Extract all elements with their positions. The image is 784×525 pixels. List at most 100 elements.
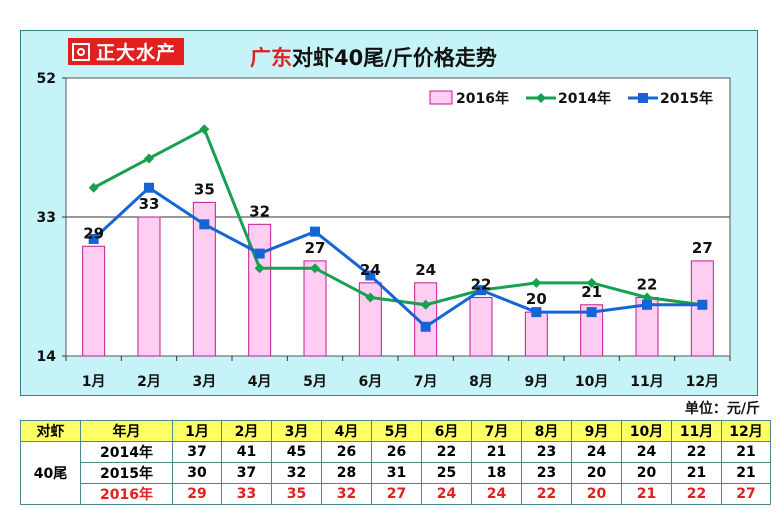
point-2014 (199, 124, 210, 135)
table-cell: 37 (172, 441, 222, 463)
table-cell: 32 (321, 483, 372, 505)
table-cell: 21 (721, 462, 771, 484)
bar-data-label: 24 (360, 261, 381, 279)
point-2015 (586, 307, 597, 318)
point-2015 (144, 182, 154, 193)
bar-2016 (82, 245, 106, 357)
table-header-row: 对虾 年月 1月 2月 3月 4月 5月 6月 7月 8月 9月 10月 11月… (20, 420, 771, 442)
table-month-header: 5月 (371, 420, 422, 442)
x-tick-label: 2月 (137, 374, 161, 390)
legend-swatch-2016 (429, 90, 453, 105)
table-cell: 45 (271, 441, 322, 463)
table-cell: 22 (421, 441, 472, 463)
logo-mark-icon (72, 42, 90, 61)
bar-2016 (469, 296, 493, 357)
table-cell: 30 (172, 462, 222, 484)
table-cell: 41 (221, 441, 272, 463)
table-cell: 22 (671, 483, 722, 505)
point-2015 (254, 248, 265, 259)
point-2015 (88, 233, 99, 244)
point-2015 (531, 307, 542, 318)
chart-title-region: 广东 (250, 46, 292, 70)
legend-marker-2014 (536, 93, 546, 103)
table-month-header: 6月 (421, 420, 472, 442)
table-year-cell: 2015年 (80, 462, 173, 484)
x-tick-label: 5月 (303, 374, 327, 390)
table-cell: 35 (271, 483, 322, 505)
point-2015 (310, 226, 320, 237)
table-row-group-label: 40尾 (20, 441, 81, 505)
table-cell: 24 (421, 483, 472, 505)
point-2015 (365, 270, 376, 281)
table-month-header: 10月 (621, 420, 672, 442)
table-cell: 22 (671, 441, 722, 463)
table-cell: 27 (721, 483, 771, 505)
x-tick-label: 3月 (192, 374, 216, 390)
point-2014 (586, 277, 597, 288)
table-cell: 18 (471, 462, 522, 484)
table-row: 40尾 2014年 37 41 45 26 26 22 21 23 24 24 … (20, 441, 771, 505)
legend-label-2015: 2015年 (660, 90, 713, 107)
x-tick-label: 10月 (575, 374, 608, 390)
point-2014 (420, 299, 431, 310)
table-cell: 20 (571, 483, 622, 505)
bar-2016 (303, 260, 327, 357)
bar-data-label: 20 (526, 290, 547, 308)
bar-data-label: 32 (249, 202, 270, 220)
point-2014 (144, 153, 154, 164)
table-cell: 28 (321, 462, 372, 484)
table-cell: 24 (571, 441, 622, 463)
point-2015 (642, 299, 652, 310)
table-cell: 31 (371, 462, 422, 484)
table-month-header: 11月 (671, 420, 722, 442)
table-cell: 20 (571, 462, 622, 484)
table-cell: 21 (721, 441, 771, 463)
table-month-header: 3月 (271, 420, 322, 442)
bar-data-label: 35 (194, 180, 215, 198)
table-cell: 33 (221, 483, 272, 505)
unit-label: 单位：元/斤 (684, 401, 760, 417)
x-tick-label: 12月 (686, 374, 719, 390)
table-month-header: 1月 (172, 420, 222, 442)
table-corner-cell: 对虾 (20, 420, 81, 442)
chart-title: 广东对虾40尾/斤价格走势 (250, 42, 497, 72)
point-2014 (531, 277, 542, 288)
line-2015 (92, 185, 703, 329)
x-tick-label: 1月 (82, 374, 106, 390)
table-cell: 21 (671, 462, 722, 484)
table-year-cell: 2014年 (80, 441, 173, 463)
table-header-label: 年月 (80, 420, 173, 442)
table-cell: 29 (172, 483, 222, 505)
table-cell: 26 (321, 441, 372, 463)
legend-label-2014: 2014年 (558, 90, 611, 107)
point-2015 (199, 219, 210, 230)
x-tick-label: 7月 (414, 374, 438, 390)
bar-data-label: 21 (581, 283, 602, 301)
table-cell: 21 (621, 483, 672, 505)
price-data-table: 对虾 年月 1月 2月 3月 4月 5月 6月 7月 8月 9月 10月 11月… (20, 420, 771, 505)
bar-data-label: 29 (83, 224, 104, 242)
table-month-header: 7月 (471, 420, 522, 442)
chart-svg: 14 33 52 1月 2月 3月 4月 5月 6月 7月 8月 9月 10月 11月 12月 29 33 35 3… (37, 71, 731, 390)
bar-data-label: 27 (692, 239, 713, 257)
table-month-header: 2月 (221, 420, 272, 442)
table-cell: 32 (271, 462, 322, 484)
point-2015 (697, 299, 708, 310)
point-2015 (420, 321, 431, 332)
table-cell: 22 (521, 483, 572, 505)
table-cell: 20 (621, 462, 672, 484)
bar-2016 (524, 311, 548, 357)
table-cell: 25 (421, 462, 472, 484)
table-cell: 23 (521, 441, 572, 463)
x-tick-label: 9月 (524, 374, 548, 390)
bar-data-label: 27 (305, 239, 326, 257)
legend-marker-2015 (638, 93, 648, 103)
table-month-header: 8月 (521, 420, 572, 442)
table-cell: 24 (471, 483, 522, 505)
bar-2016 (248, 223, 272, 357)
table-month-header: 9月 (571, 420, 622, 442)
table-cell: 21 (471, 441, 522, 463)
table-cell: 24 (621, 441, 672, 463)
bar-data-label: 33 (139, 195, 160, 213)
table-cell: 26 (371, 441, 422, 463)
